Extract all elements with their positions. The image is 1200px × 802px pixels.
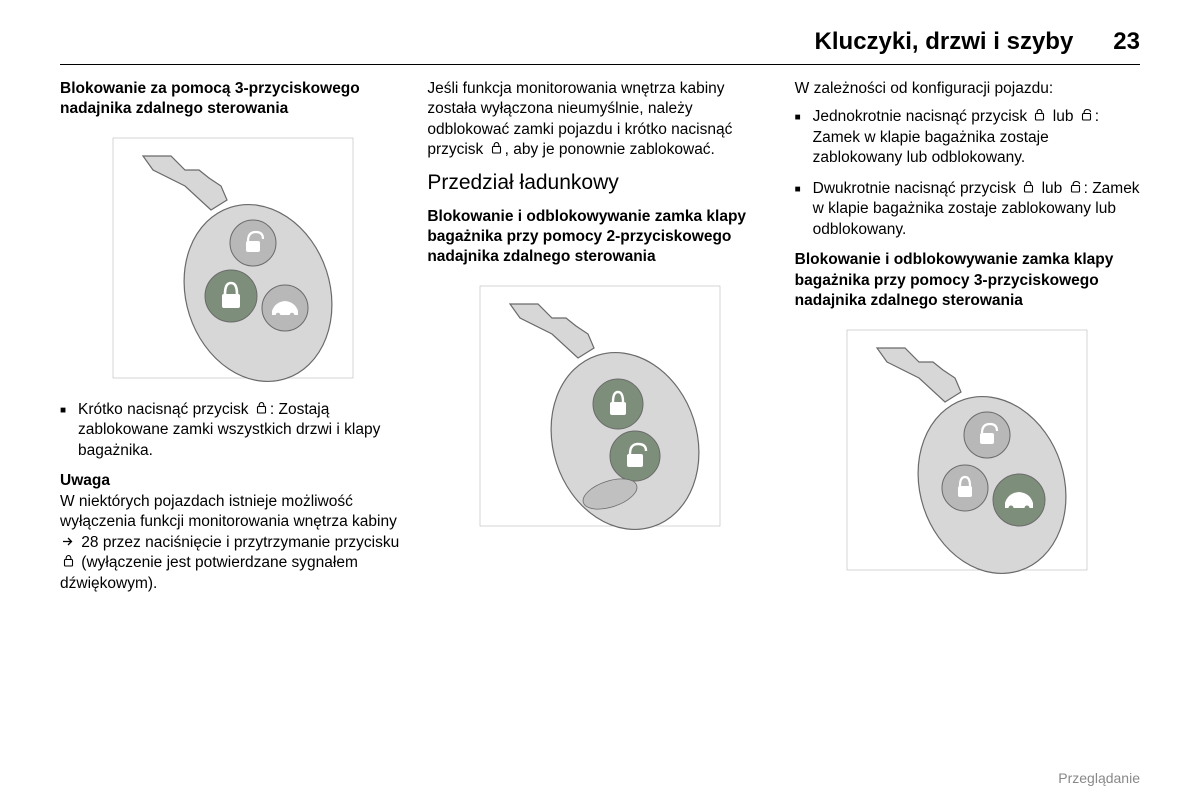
unlock-icon [1069, 180, 1082, 193]
header-rule [60, 64, 1140, 65]
text: (wyłączenie jest potwierdzane sygnałem d… [60, 554, 358, 591]
text: , aby je ponownie zablokować. [505, 141, 715, 158]
lock-icon [1033, 108, 1046, 121]
text: W niektórych pojazdach istnieje możliwoś… [60, 493, 397, 530]
col1-list: Krótko nacisnąć przycisk : Zostają zablo… [60, 400, 405, 461]
text: przez naciśnięcie i przytrzymanie przyci… [99, 534, 400, 551]
col2-para1: Jeśli funkcja monitorowania wnętrza kabi… [427, 79, 772, 161]
list-item: Jednokrotnie nacisnąć przycisk lub : Zam… [795, 107, 1140, 168]
column-2: Jeśli funkcja monitorowania wnętrza kabi… [427, 79, 772, 602]
page-header: Kluczyki, drzwi i szyby 23 [60, 28, 1140, 56]
lock-icon [490, 141, 503, 154]
key-2button-svg [470, 276, 730, 536]
list-item: Krótko nacisnąć przycisk : Zostają zablo… [60, 400, 405, 461]
col3-subhead: Blokowanie i odblokowywanie zamka klapy … [795, 250, 1140, 311]
unlock-icon [1080, 108, 1093, 121]
text: lub [1037, 180, 1066, 197]
column-1: Blokowanie za pomocą 3-przyciskowego nad… [60, 79, 405, 602]
page-number: 23 [1113, 28, 1140, 56]
text: lub [1048, 108, 1077, 125]
section-heading: Przedział ładunkowy [427, 169, 772, 197]
figure-3button-key-2 [795, 320, 1140, 580]
list-item: Dwukrotnie nacisnąć przycisk lub : Zamek… [795, 179, 1140, 240]
text: Krótko nacisnąć przycisk [78, 401, 253, 418]
figure-3button-key [60, 128, 405, 388]
text: Dwukrotnie nacisnąć przycisk [813, 180, 1021, 197]
key-3button-svg [103, 128, 363, 388]
footer-text: Przeglądanie [1058, 770, 1140, 786]
col3-list: Jednokrotnie nacisnąć przycisk lub : Zam… [795, 107, 1140, 240]
lock-icon [62, 554, 75, 567]
note-body: W niektórych pojazdach istnieje możliwoś… [60, 492, 405, 594]
text: 28 [77, 534, 99, 551]
col3-intro: W zależności od konfiguracji pojazdu: [795, 79, 1140, 99]
key-3button-svg-2 [837, 320, 1097, 580]
header-title: Kluczyki, drzwi i szyby [815, 28, 1074, 56]
note-heading: Uwaga [60, 471, 405, 491]
lock-icon [255, 401, 268, 414]
figure-2button-key [427, 276, 772, 536]
content-columns: Blokowanie za pomocą 3-przyciskowego nad… [60, 79, 1140, 602]
lock-icon [1022, 180, 1035, 193]
reference-arrow-icon [62, 536, 75, 547]
col1-subhead: Blokowanie za pomocą 3-przyciskowego nad… [60, 79, 405, 120]
column-3: W zależności od konfiguracji pojazdu: Je… [795, 79, 1140, 602]
col2-subhead: Blokowanie i odblokowywanie zamka klapy … [427, 207, 772, 268]
text: Jednokrotnie nacisnąć przycisk [813, 108, 1032, 125]
